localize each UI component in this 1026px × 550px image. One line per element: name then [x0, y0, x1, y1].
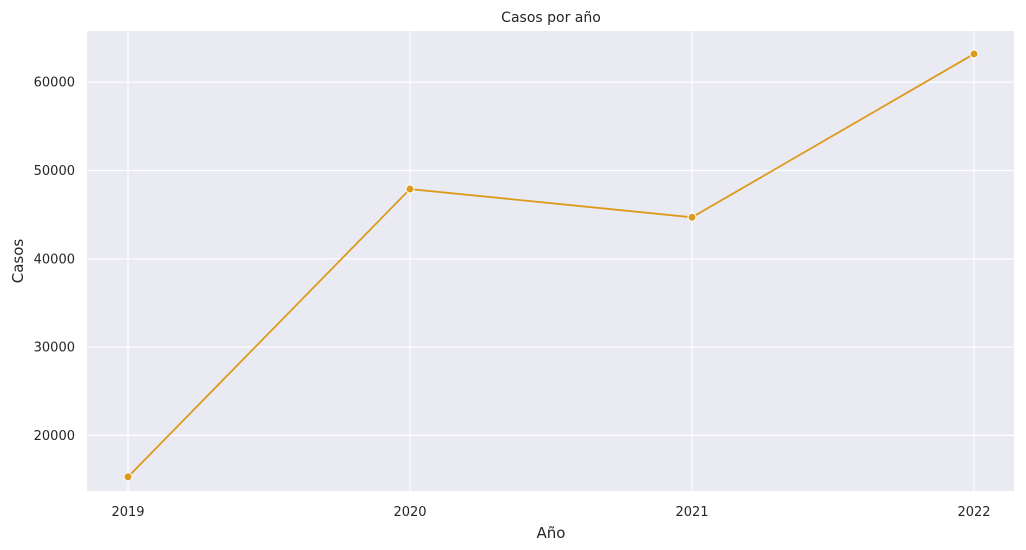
x-tick-label: 2022 — [957, 505, 990, 520]
data-point — [123, 472, 133, 482]
y-tick-label: 40000 — [34, 252, 75, 267]
y-tick-label: 30000 — [34, 341, 75, 356]
y-gridlines — [87, 81, 1014, 436]
y-tick-labels: 20000 30000 40000 50000 60000 — [34, 76, 75, 444]
x-tick-labels: 2019 2020 2021 2022 — [111, 505, 990, 520]
x-gridlines — [127, 31, 975, 491]
data-point — [687, 212, 697, 222]
chart-title: Casos por año — [501, 10, 601, 26]
plot-background — [87, 31, 1014, 491]
y-tick-label: 60000 — [34, 76, 75, 91]
y-tick-label: 50000 — [34, 164, 75, 179]
x-tick-label: 2019 — [111, 505, 144, 520]
series-markers — [123, 49, 979, 482]
x-tick-label: 2021 — [675, 505, 708, 520]
data-point — [969, 49, 979, 59]
x-tick-label: 2020 — [393, 505, 426, 520]
series-line — [127, 53, 975, 478]
y-axis-label: Casos — [9, 239, 27, 284]
data-point — [405, 184, 415, 194]
x-axis-label: Año — [537, 524, 566, 542]
y-tick-label: 20000 — [34, 429, 75, 444]
